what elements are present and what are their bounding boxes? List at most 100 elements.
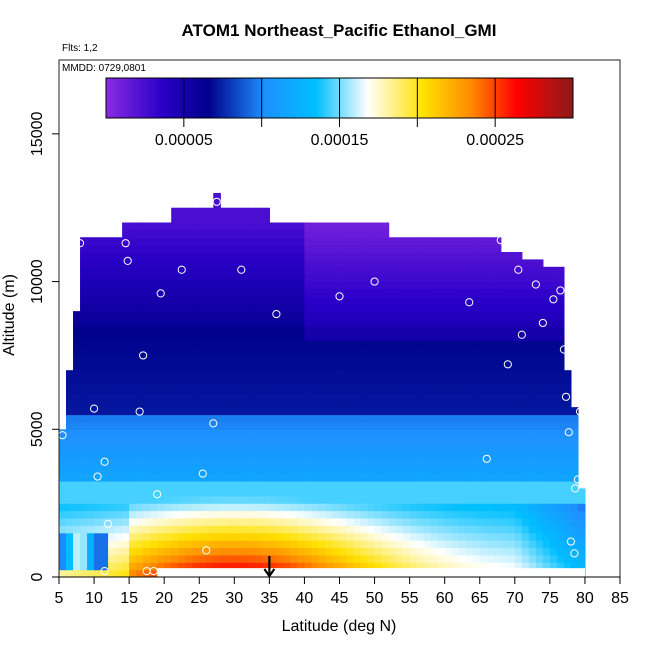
- heatmap-cell: [409, 237, 418, 246]
- heatmap-cell: [339, 466, 348, 475]
- heatmap-cell: [262, 458, 270, 467]
- heatmap-cell: [528, 480, 537, 489]
- heatmap-cell: [129, 429, 137, 438]
- heatmap-cell: [87, 370, 95, 379]
- heatmap-cell: [262, 215, 270, 224]
- flight-point: [103, 519, 113, 528]
- heatmap-cell: [395, 266, 404, 275]
- heatmap-cell: [458, 237, 467, 246]
- heatmap-cell: [430, 554, 439, 563]
- heatmap-cell: [381, 503, 390, 512]
- heatmap-cell: [290, 429, 299, 438]
- heatmap-cell: [311, 503, 320, 512]
- heatmap-cell: [486, 495, 495, 504]
- heatmap-cell: [164, 407, 172, 416]
- heatmap-cell: [171, 488, 179, 497]
- heatmap-cell: [563, 399, 572, 408]
- heatmap-cell: [73, 392, 81, 401]
- heatmap-cell: [206, 266, 214, 275]
- heatmap-cell: [381, 340, 390, 349]
- x-axis-label: Latitude (deg N): [282, 618, 397, 635]
- heatmap-cell: [283, 266, 292, 275]
- heatmap-cell: [262, 340, 270, 349]
- heatmap-cell: [192, 517, 200, 526]
- heatmap-cell: [325, 547, 334, 556]
- heatmap-cell: [234, 348, 242, 357]
- heatmap-cell: [458, 399, 467, 408]
- heatmap-cell: [157, 222, 165, 231]
- heatmap-cell: [346, 288, 355, 297]
- heatmap-cell: [486, 562, 495, 571]
- heatmap-cell: [206, 377, 214, 386]
- heatmap-cell: [59, 495, 67, 504]
- heatmap-cell: [80, 237, 88, 246]
- heatmap-cell: [248, 451, 256, 460]
- heatmap-cell: [430, 355, 439, 364]
- heatmap-cell: [409, 466, 418, 475]
- heatmap-cell: [500, 466, 509, 475]
- heatmap-cell: [451, 554, 460, 563]
- heatmap-cell: [521, 318, 530, 327]
- heatmap-cell: [199, 421, 207, 430]
- heatmap-cell: [339, 554, 348, 563]
- heatmap-cell: [500, 495, 509, 504]
- heatmap-cell: [164, 547, 172, 556]
- heatmap-cell: [171, 259, 179, 268]
- heatmap-cell: [80, 399, 88, 408]
- flights-note: Flts: 1,2: [62, 43, 98, 54]
- heatmap-cell: [164, 296, 172, 305]
- heatmap-cell: [248, 532, 256, 541]
- flight-point: [559, 345, 569, 354]
- heatmap-cell: [416, 495, 425, 504]
- heatmap-cell: [486, 399, 495, 408]
- heatmap-cell: [304, 510, 313, 519]
- heatmap-cell: [479, 311, 488, 320]
- heatmap-cell: [122, 325, 130, 334]
- heatmap-cell: [507, 540, 516, 549]
- heatmap-cell: [129, 318, 137, 327]
- heatmap-cell: [101, 274, 109, 283]
- heatmap-cell: [199, 488, 207, 497]
- heatmap-cell: [220, 495, 228, 504]
- heatmap-cell: [444, 296, 453, 305]
- heatmap-cell: [514, 503, 523, 512]
- heatmap-cell: [157, 355, 165, 364]
- heatmap-cell: [311, 480, 320, 489]
- heatmap-cell: [346, 318, 355, 327]
- heatmap-cell: [150, 384, 158, 393]
- heatmap-cell: [486, 554, 495, 563]
- heatmap-cell: [388, 488, 397, 497]
- heatmap-cell: [171, 451, 179, 460]
- heatmap-cell: [507, 333, 516, 342]
- heatmap-cell: [234, 510, 242, 519]
- heatmap-cell: [339, 451, 348, 460]
- heatmap-cell: [115, 414, 123, 423]
- heatmap-cell: [388, 303, 397, 312]
- heatmap-cell: [94, 444, 102, 453]
- heatmap-cell: [563, 547, 572, 556]
- heatmap-cell: [59, 503, 67, 512]
- heatmap-cell: [276, 303, 284, 312]
- heatmap-cell: [318, 458, 327, 467]
- heatmap-cell: [402, 399, 411, 408]
- heatmap-cell: [444, 274, 453, 283]
- heatmap-cell: [444, 288, 453, 297]
- heatmap-cell: [458, 392, 467, 401]
- heatmap-cell: [80, 370, 88, 379]
- heatmap-cell: [115, 562, 123, 571]
- heatmap-cell: [150, 495, 158, 504]
- heatmap-cell: [367, 421, 376, 430]
- heatmap-cell: [486, 510, 495, 519]
- heatmap-cell: [94, 237, 102, 246]
- heatmap-cell: [276, 458, 284, 467]
- heatmap-cell: [143, 532, 151, 541]
- heatmap-cell: [213, 429, 221, 438]
- heatmap-cell: [87, 444, 95, 453]
- heatmap-cell: [325, 510, 334, 519]
- heatmap-cell: [276, 222, 284, 231]
- heatmap-cell: [367, 451, 376, 460]
- heatmap-cell: [500, 547, 509, 556]
- heatmap-cell: [437, 244, 446, 253]
- heatmap-cell: [332, 562, 341, 571]
- heatmap-cell: [437, 348, 446, 357]
